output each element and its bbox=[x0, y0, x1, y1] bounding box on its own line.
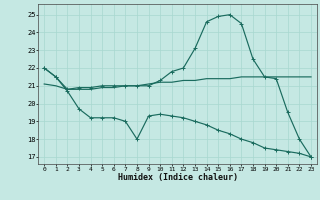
X-axis label: Humidex (Indice chaleur): Humidex (Indice chaleur) bbox=[118, 173, 238, 182]
